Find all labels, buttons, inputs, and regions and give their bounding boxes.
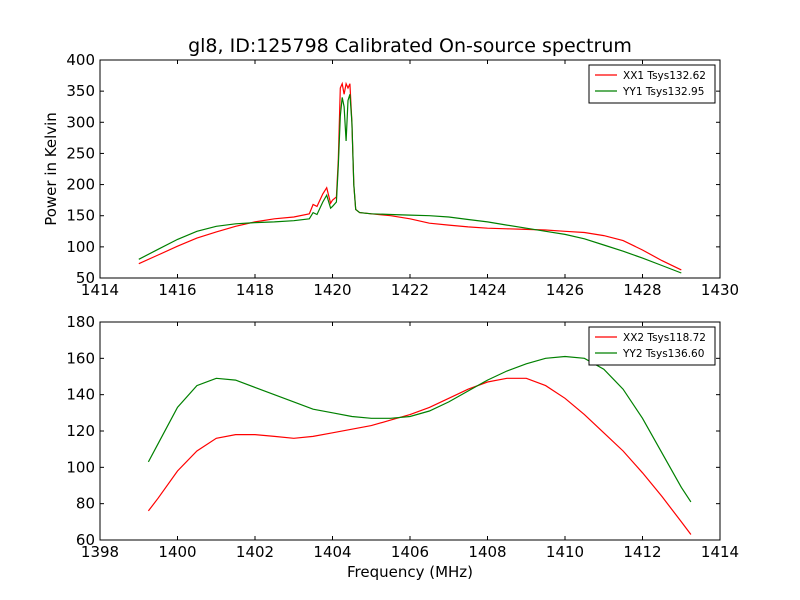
x-tick-label: 1426	[546, 281, 584, 299]
x-tick-label: 1406	[391, 543, 429, 561]
legend-label: YY2 Tsys136.60	[622, 348, 704, 360]
series-line-1	[147, 377, 692, 535]
y-tick-label: 400	[66, 51, 95, 69]
y-tick-label: 50	[76, 269, 95, 287]
y-tick-label: 200	[66, 176, 95, 194]
series-line-2	[147, 355, 692, 503]
series-line-2	[138, 94, 682, 274]
x-tick-label: 1428	[623, 281, 661, 299]
x-tick-label: 1404	[313, 543, 351, 561]
y-tick-label: 140	[66, 386, 95, 404]
series-line-1	[138, 81, 682, 271]
y-axis-label: Power in Kelvin	[42, 112, 60, 226]
x-tick-label: 1430	[701, 281, 739, 299]
y-tick-label: 150	[66, 207, 95, 225]
x-tick-label: 1422	[391, 281, 429, 299]
y-tick-label: 350	[66, 82, 95, 100]
y-tick-label: 120	[66, 422, 95, 440]
y-tick-label: 180	[66, 313, 95, 331]
y-tick-label: 60	[76, 531, 95, 549]
legend: XX1 Tsys132.62 YY1 Tsys132.95	[588, 64, 716, 104]
x-tick-label: 1410	[546, 543, 584, 561]
y-tick-label: 300	[66, 113, 95, 131]
x-tick-label: 1400	[158, 543, 196, 561]
legend-label: XX1 Tsys132.62	[623, 70, 706, 82]
chart-panel-2: 1398 1400 1402 1404 1406 1408 1410 1412 1414 60 80…	[66, 313, 739, 581]
y-tick-label: 100	[66, 238, 95, 256]
legend: XX2 Tsys118.72 YY2 Tsys136.60	[588, 326, 716, 366]
legend-label: XX2 Tsys118.72	[623, 332, 706, 344]
legend-box	[588, 326, 716, 366]
x-tick-label: 1414	[701, 543, 739, 561]
legend-label: YY1 Tsys132.95	[622, 86, 704, 98]
x-tick-label: 1416	[158, 281, 196, 299]
x-tick-label: 1408	[468, 543, 506, 561]
x-tick-label: 1418	[236, 281, 274, 299]
x-tick-label: 1424	[468, 281, 506, 299]
y-tick-label: 100	[66, 458, 95, 476]
y-tick-label: 80	[76, 495, 95, 513]
x-tick-label: 1412	[623, 543, 661, 561]
legend-box	[588, 64, 716, 104]
chart-panel-1: 1414 1416 1418 1420 1422 1424 1426 1428 1430 50 10…	[42, 35, 739, 299]
x-axis-label: Frequency (MHz)	[347, 563, 473, 581]
x-tick-label: 1414	[81, 281, 119, 299]
chart-title: gl8, ID:125798 Calibrated On-source spec…	[188, 35, 632, 57]
y-tick-label: 250	[66, 144, 95, 162]
y-tick-label: 160	[66, 349, 95, 367]
x-tick-label: 1402	[236, 543, 274, 561]
x-tick-label: 1420	[313, 281, 351, 299]
x-tick-label: 1398	[81, 543, 119, 561]
